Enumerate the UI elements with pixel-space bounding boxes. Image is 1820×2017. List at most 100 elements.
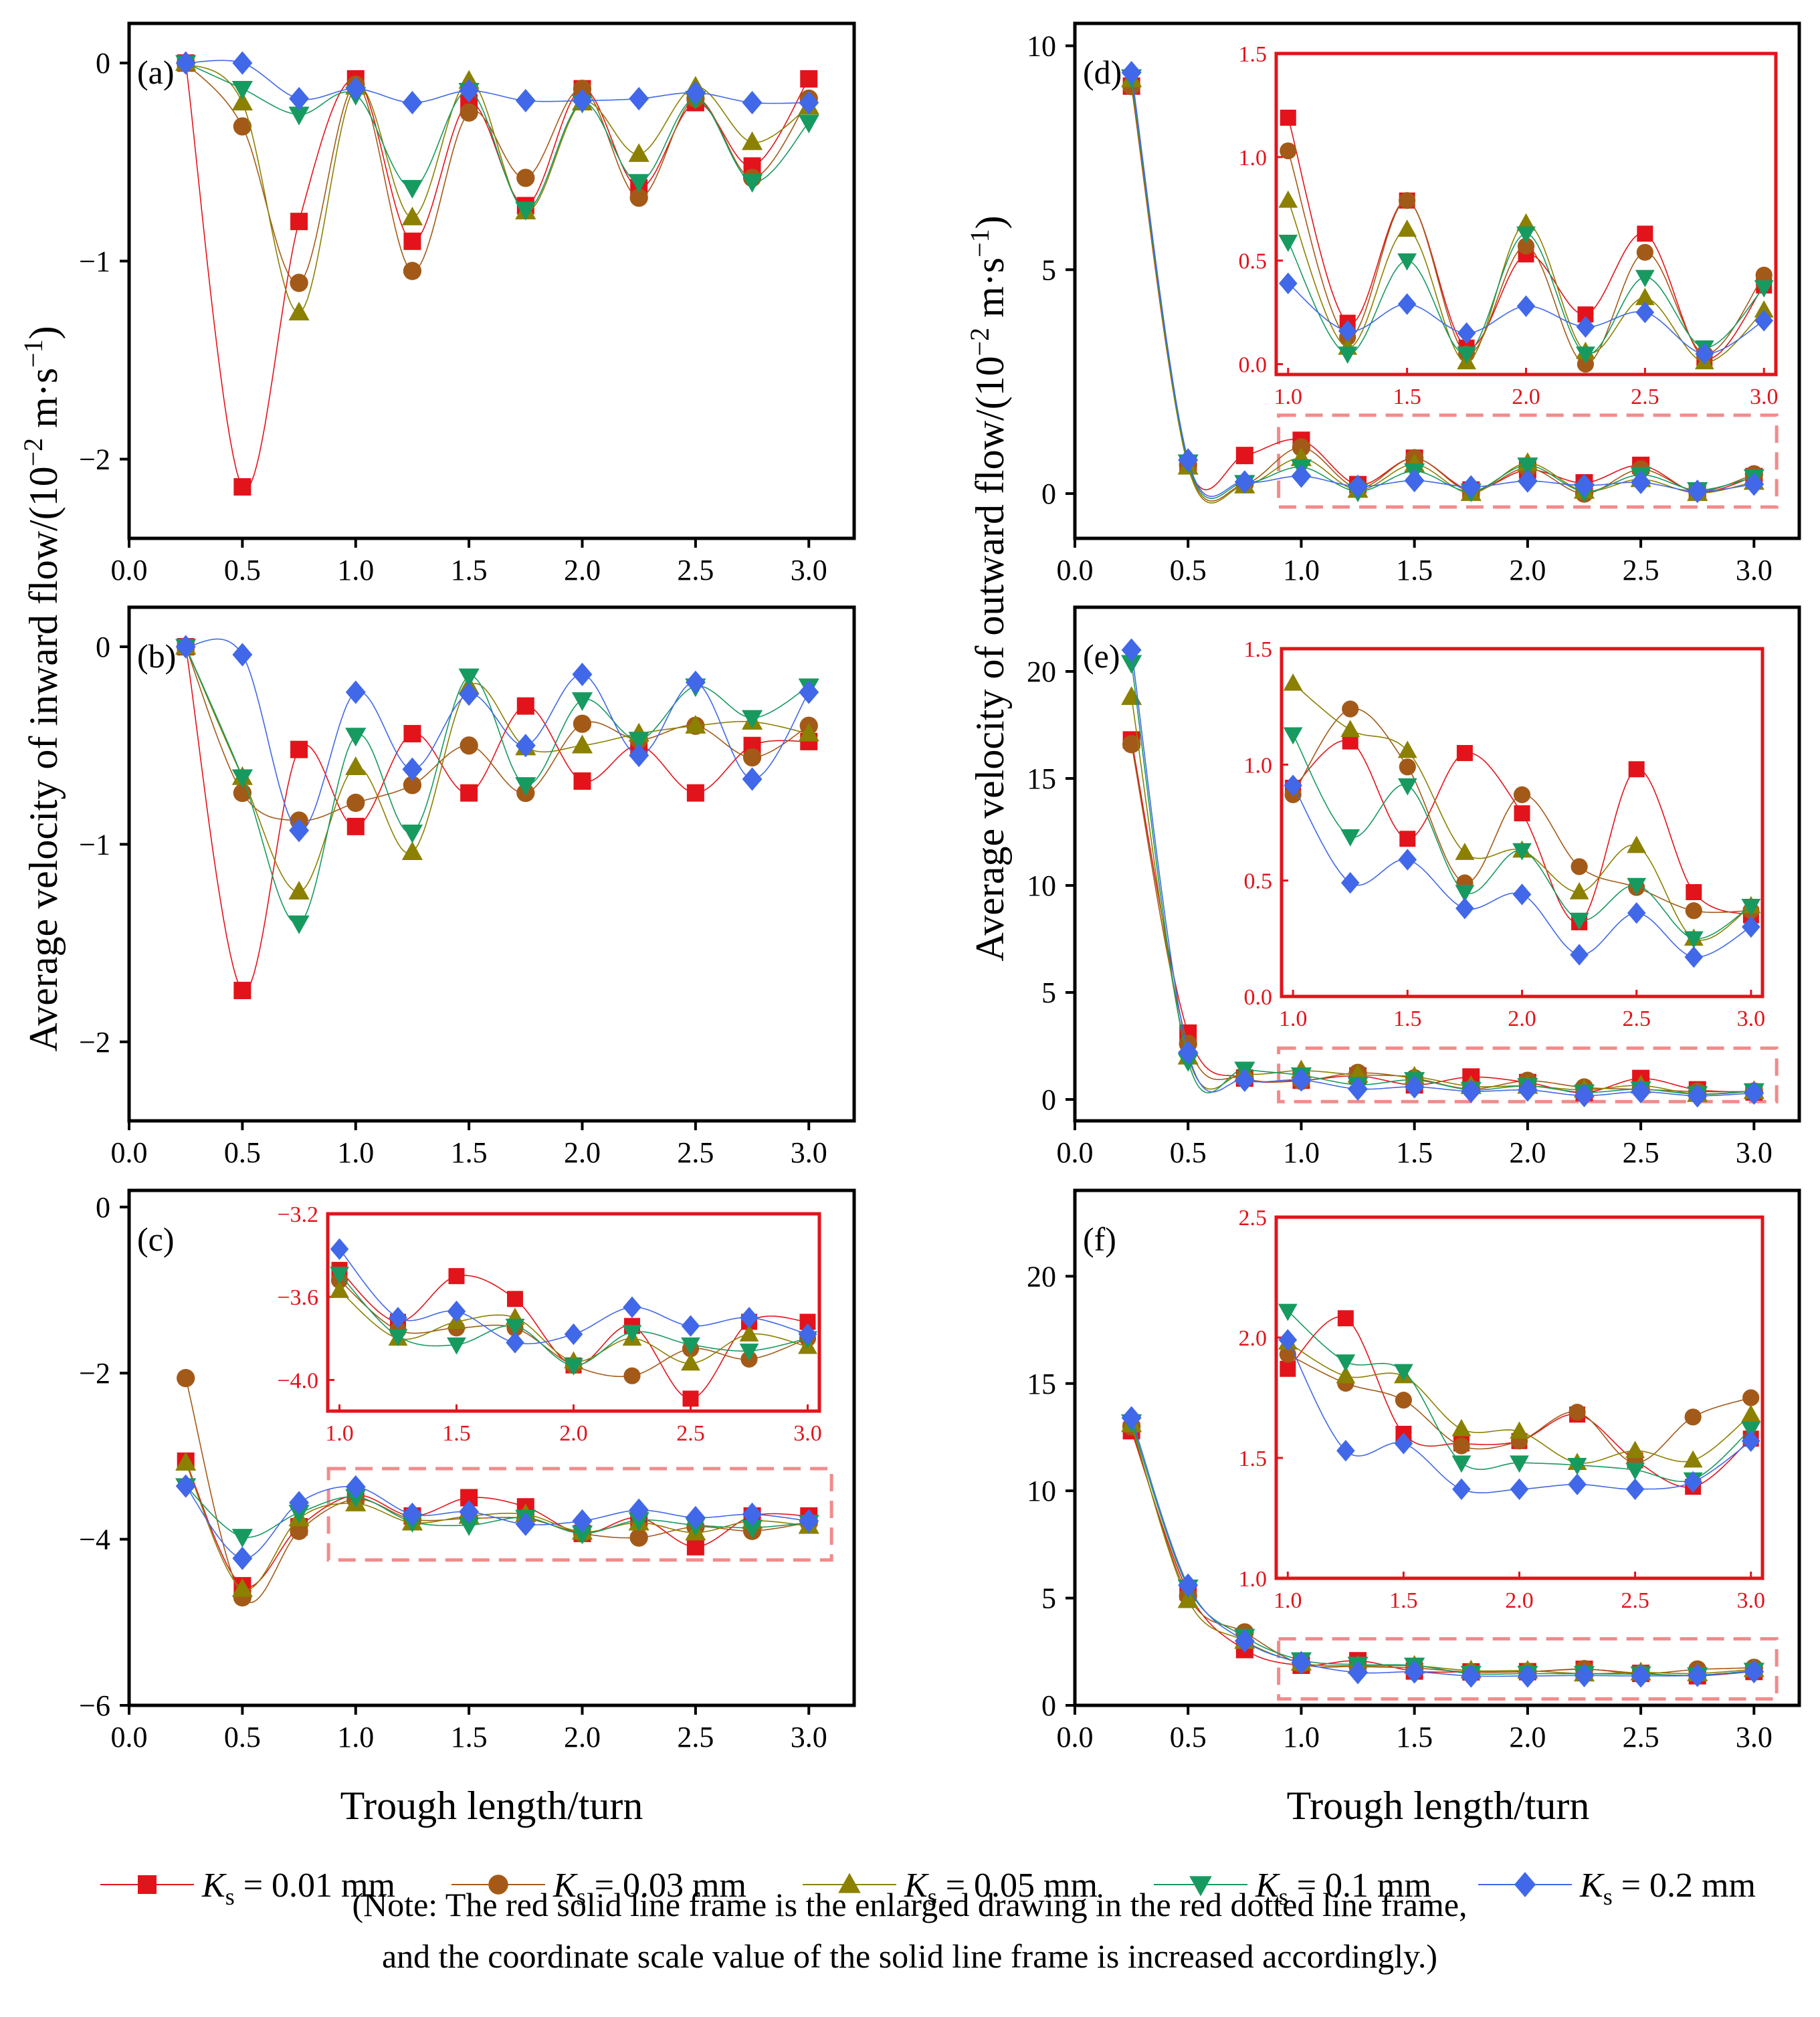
inset-data-point: [1576, 316, 1595, 338]
inset-data-point: [1280, 110, 1296, 126]
inset-data: [1278, 110, 1774, 373]
x-tick-label: 0.0: [1057, 1136, 1094, 1169]
left-ylabel-close: ): [21, 326, 66, 339]
x-tick-label: 0.5: [1170, 554, 1207, 587]
x-tick-label: 0.0: [111, 554, 148, 587]
data-point: [1517, 469, 1538, 493]
x-tick-label: 3.0: [791, 554, 827, 587]
series-line-1: [1130, 86, 1754, 502]
legend-ks: K: [1255, 1867, 1280, 1905]
inset-y-tick-label: 1.0: [1239, 1567, 1268, 1592]
inset-x-tick-label: 3.0: [1737, 1006, 1766, 1031]
data-point: [403, 776, 422, 794]
data-point: [401, 180, 423, 199]
inset-data-point: [1397, 778, 1417, 796]
inset-data-point: [1394, 1432, 1413, 1455]
inset-data-point: [1278, 190, 1298, 208]
inset-data-point: [1451, 1455, 1472, 1473]
legend-ks-sub: s: [225, 1883, 235, 1910]
data-point: [799, 680, 819, 704]
y-tick-label: 15: [1027, 1368, 1056, 1400]
inset-data-point: [1516, 213, 1536, 231]
y-tick-label: 0: [1041, 1689, 1056, 1722]
data-point: [290, 213, 308, 231]
data-point: [231, 1578, 253, 1597]
axes-frame: [127, 21, 856, 540]
data-point: [1404, 1660, 1425, 1684]
inset-y-tick-label: −3.6: [277, 1285, 318, 1310]
panels-group: 0.0 0.5 1.0 1.5 2.0 2.5 3.0−2−10 (a)0.0 0.5 1.0 1.…: [79, 21, 1801, 1754]
data-point: [460, 736, 478, 755]
inset-data-point: [1512, 883, 1532, 906]
inset-data-point: [1625, 1478, 1645, 1500]
x-tick-label: 3.0: [791, 1136, 827, 1169]
x-tick-label: 2.5: [677, 1136, 714, 1169]
inset-data-point: [1571, 858, 1588, 875]
series-line-0: [185, 646, 809, 992]
inset-data-point: [330, 1280, 349, 1298]
data-point: [403, 725, 421, 743]
note-line-2: and the coordinate scale value of the so…: [382, 1937, 1437, 1975]
data-point: [175, 1474, 196, 1498]
inset-data-point: [1280, 1360, 1296, 1377]
data-point: [798, 114, 819, 134]
axes-frame: [1073, 1188, 1801, 1707]
inset-data-point: [1510, 1478, 1529, 1500]
data-point: [685, 670, 706, 694]
x-tick-label: 0.5: [1170, 1136, 1207, 1169]
inset-data-point: [448, 1268, 465, 1285]
legend-label-1: Ks = 0.03 mm: [552, 1867, 746, 1910]
data-point: [1121, 1406, 1142, 1430]
series-line-3: [1130, 663, 1754, 1095]
inset-data-point: [564, 1358, 583, 1376]
right-ylabel-unit-exp: −1: [965, 229, 995, 257]
series-line-2: [1130, 697, 1754, 1095]
inset-data-point: [1338, 320, 1357, 342]
data-point: [1177, 1589, 1199, 1608]
data-point: [742, 767, 763, 791]
inset-data-point: [1337, 1310, 1354, 1327]
y-tick-label: 0: [96, 631, 110, 663]
inset-data-point: [1284, 774, 1302, 797]
panel-d: 0.0 0.5 1.0 1.5 2.0 2.5 3.0 0 5 10 (d) 1.0 1.5 2.0 2.5…: [1027, 21, 1801, 587]
data-point: [1517, 1664, 1538, 1688]
data-point: [233, 117, 252, 136]
data-point: [686, 1537, 704, 1556]
data-point: [628, 143, 649, 163]
inset-data-point: [1635, 270, 1655, 288]
inset-x-tick-label: 1.5: [1389, 1588, 1418, 1613]
data-point: [290, 1521, 308, 1540]
inset-data-point: [1340, 829, 1360, 847]
legend: Ks = 0.01 mm Ks = 0.03 mm Ks = 0.05 mm Ks =…: [100, 1867, 1756, 1910]
zoom-region-dashed-frame: [1277, 1046, 1779, 1103]
inset-x-tick-label: 2.5: [1631, 385, 1659, 409]
data-point: [403, 261, 422, 280]
data-point: [515, 1512, 536, 1536]
inset-data-point: [1510, 1421, 1529, 1439]
data-point: [1687, 480, 1708, 504]
left-ylabel-text: Average velocity of inward flow/(10: [21, 466, 66, 1051]
data-point: [516, 697, 534, 715]
panel-f: 0.0 0.5 1.0 1.5 2.0 2.5 3.0 0 5 10 15 20 (f) 1.0 1.5 2.…: [1027, 1188, 1801, 1754]
right-ylabel-close: ): [968, 215, 1012, 229]
y-tick-label: 10: [1027, 869, 1056, 902]
right-ylabel-unit: m·s: [968, 257, 1012, 328]
series-line-0: [185, 63, 809, 490]
x-tick-label: 2.0: [564, 1136, 601, 1169]
inset-data-point: [1695, 342, 1714, 365]
panel-label: (c): [137, 1220, 175, 1258]
data-point: [1291, 1068, 1312, 1092]
inset-data-point: [1456, 745, 1473, 761]
inset-data-point: [1455, 885, 1475, 902]
legend-ks-sub: s: [577, 1883, 586, 1910]
inset-data-point: [681, 1353, 700, 1371]
inset-x-tick-label: 1.0: [1274, 1588, 1302, 1613]
legend-label-0: Ks = 0.01 mm: [201, 1867, 395, 1910]
inset-data-point: [1741, 899, 1761, 916]
data-point: [1517, 1078, 1538, 1102]
inset-data-point: [1397, 219, 1417, 237]
inset-data-point: [1516, 295, 1536, 318]
data-point: [1517, 457, 1538, 477]
x-tick-label: 1.5: [1396, 1136, 1433, 1169]
y-tick-label: 0: [1041, 477, 1056, 510]
